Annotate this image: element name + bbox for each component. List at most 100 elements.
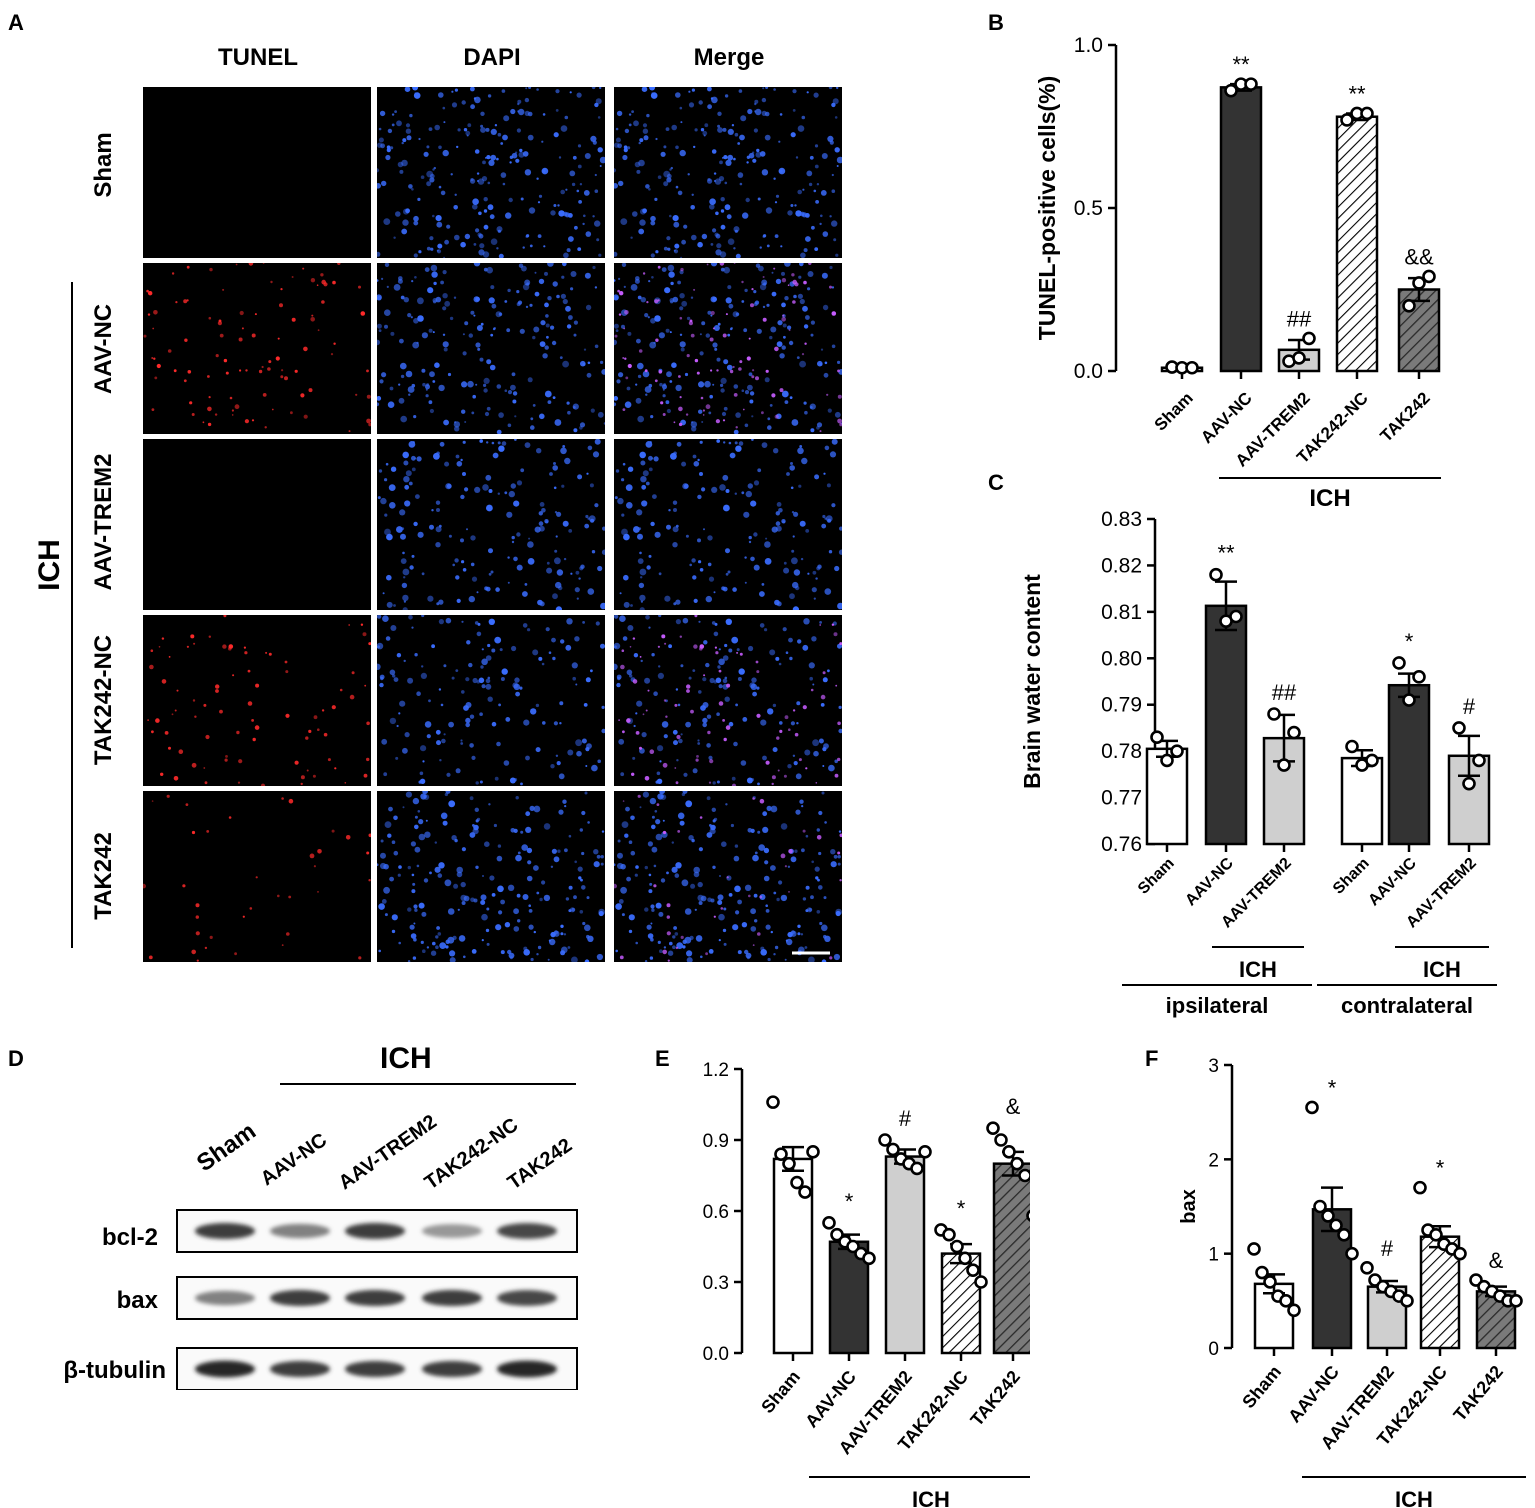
data-point xyxy=(886,1142,900,1157)
chart-f-bax: 0123baxSham*AAV-NC#AAV-TREM2*TAK242-NC&T… xyxy=(1178,1056,1526,1508)
y-tick-label: 0.82 xyxy=(1101,554,1142,577)
data-point xyxy=(766,1095,780,1109)
y-tick-label: 0.78 xyxy=(1101,740,1142,763)
data-point xyxy=(1345,1246,1359,1261)
column-header-tunel: TUNEL xyxy=(218,44,298,71)
blot-band-bax-tak242 xyxy=(497,1290,557,1306)
data-point xyxy=(1402,298,1416,313)
data-point xyxy=(1018,1168,1030,1183)
y-tick-label: 0.9 xyxy=(703,1131,729,1152)
y-axis-label: bax xyxy=(1178,1189,1200,1223)
y-tick-label: 0.77 xyxy=(1101,787,1142,810)
blot-band-bax-aav-trem2 xyxy=(345,1289,405,1307)
data-point xyxy=(1329,1218,1343,1233)
significance-marker: * xyxy=(957,1196,966,1221)
column-header-merge: Merge xyxy=(693,44,765,71)
data-point xyxy=(910,1161,924,1176)
data-point xyxy=(1279,1294,1293,1308)
x-category-label: TAK242 xyxy=(1377,388,1434,445)
data-point xyxy=(1453,1246,1467,1261)
data-point xyxy=(986,1121,1000,1135)
column-header-dapi: DAPI xyxy=(463,44,521,71)
data-point xyxy=(1412,670,1426,684)
blot-band-bax-aav-nc xyxy=(270,1289,330,1307)
panel-letter-c: C xyxy=(988,470,1004,495)
micrograph-dapi-aav-trem2 xyxy=(377,439,605,610)
data-point xyxy=(862,1251,876,1266)
data-point xyxy=(1010,1156,1024,1171)
x-category-label: Sham xyxy=(1151,388,1197,434)
data-point xyxy=(1337,1228,1351,1242)
data-point xyxy=(806,1145,820,1159)
row-label-tak242: TAK242 xyxy=(90,832,117,920)
blot-band-bax-sham xyxy=(195,1290,255,1306)
data-point xyxy=(918,1145,932,1159)
micrograph-dapi-tak242 xyxy=(377,791,605,962)
data-point xyxy=(782,1156,796,1171)
x-category-label: TAK242 xyxy=(1450,1362,1508,1425)
data-point xyxy=(846,1239,860,1254)
outer-group-label: ipsilateral xyxy=(1166,993,1269,1018)
blot-band-β-tubulin-sham xyxy=(195,1360,255,1378)
blot-band-bcl-2-tak242-nc xyxy=(422,1224,482,1238)
bar-aav-nc xyxy=(1219,86,1263,373)
data-point xyxy=(1170,744,1184,758)
data-point xyxy=(1224,83,1238,98)
row-label-aav-trem2: AAV-TREM2 xyxy=(90,453,117,591)
micrograph-dapi-aav-nc xyxy=(377,263,605,434)
y-tick-label: 0.6 xyxy=(703,1202,729,1223)
ich-bracket-line xyxy=(71,282,73,948)
data-point xyxy=(1263,1275,1277,1289)
blot-band-β-tubulin-aav-nc xyxy=(270,1360,330,1378)
row-label-tak242-nc: TAK242-NC xyxy=(90,634,117,766)
bar-aav-nc xyxy=(1387,683,1431,846)
micrograph-merge-tak242-nc xyxy=(614,615,842,786)
y-tick-label: 0 xyxy=(1208,1339,1219,1360)
bar-aav-trem2 xyxy=(884,1155,926,1355)
significance-marker: # xyxy=(1463,694,1476,719)
y-axis-label: TUNEL-positive cells(%) xyxy=(1034,76,1060,341)
data-point xyxy=(1267,707,1281,721)
micrograph-merge-aav-trem2 xyxy=(614,439,842,610)
data-point xyxy=(798,1185,812,1199)
y-tick-label: 0.76 xyxy=(1101,833,1142,856)
data-point xyxy=(1413,1180,1427,1195)
micrograph-tunel-sham xyxy=(143,87,371,258)
x-category-label: AAV-NC xyxy=(801,1367,860,1432)
data-point xyxy=(1287,1303,1301,1318)
bar-sham xyxy=(1340,756,1384,846)
x-category-label: TAK242 xyxy=(967,1367,1025,1430)
significance-marker: * xyxy=(845,1189,854,1214)
lane-label-sham: Sham xyxy=(191,1117,261,1178)
y-tick-label: 0.80 xyxy=(1101,647,1142,670)
wb-ich-label: ICH xyxy=(380,1042,432,1075)
data-point xyxy=(1360,106,1374,121)
significance-marker: ## xyxy=(1287,306,1312,331)
blot-band-bcl-2-aav-nc xyxy=(270,1223,330,1239)
y-tick-label: 0.79 xyxy=(1101,694,1142,717)
data-point xyxy=(1422,269,1436,284)
y-tick-label: 0.0 xyxy=(1074,360,1103,383)
significance-marker: * xyxy=(1436,1156,1445,1181)
data-point xyxy=(1412,276,1426,290)
significance-marker: & xyxy=(1489,1248,1504,1273)
significance-marker: * xyxy=(1405,629,1414,654)
lane-label-tak242: TAK242 xyxy=(503,1134,577,1195)
data-point xyxy=(774,1147,788,1161)
panel-letter-a: A xyxy=(8,10,24,35)
data-point xyxy=(1244,77,1258,91)
data-point xyxy=(1002,1145,1016,1159)
group-label: ICH xyxy=(1395,1487,1433,1508)
significance-marker: # xyxy=(899,1106,912,1131)
data-point xyxy=(942,1227,956,1242)
significance-marker: ** xyxy=(1348,81,1366,106)
y-tick-label: 0.81 xyxy=(1101,601,1142,624)
chart-c-brain-water: 0.76 0.77 0.78 0.79 0.80 0.81 0.82 0.83 Brain wa… xyxy=(1019,508,1497,1018)
outer-group-label: contralateral xyxy=(1341,993,1473,1018)
data-point xyxy=(1277,758,1291,772)
y-tick-label: 3 xyxy=(1208,1056,1219,1077)
data-point xyxy=(1229,609,1243,624)
blot-band-bcl-2-aav-trem2 xyxy=(345,1222,405,1240)
significance-marker: # xyxy=(1381,1236,1394,1261)
data-point xyxy=(1509,1294,1523,1308)
